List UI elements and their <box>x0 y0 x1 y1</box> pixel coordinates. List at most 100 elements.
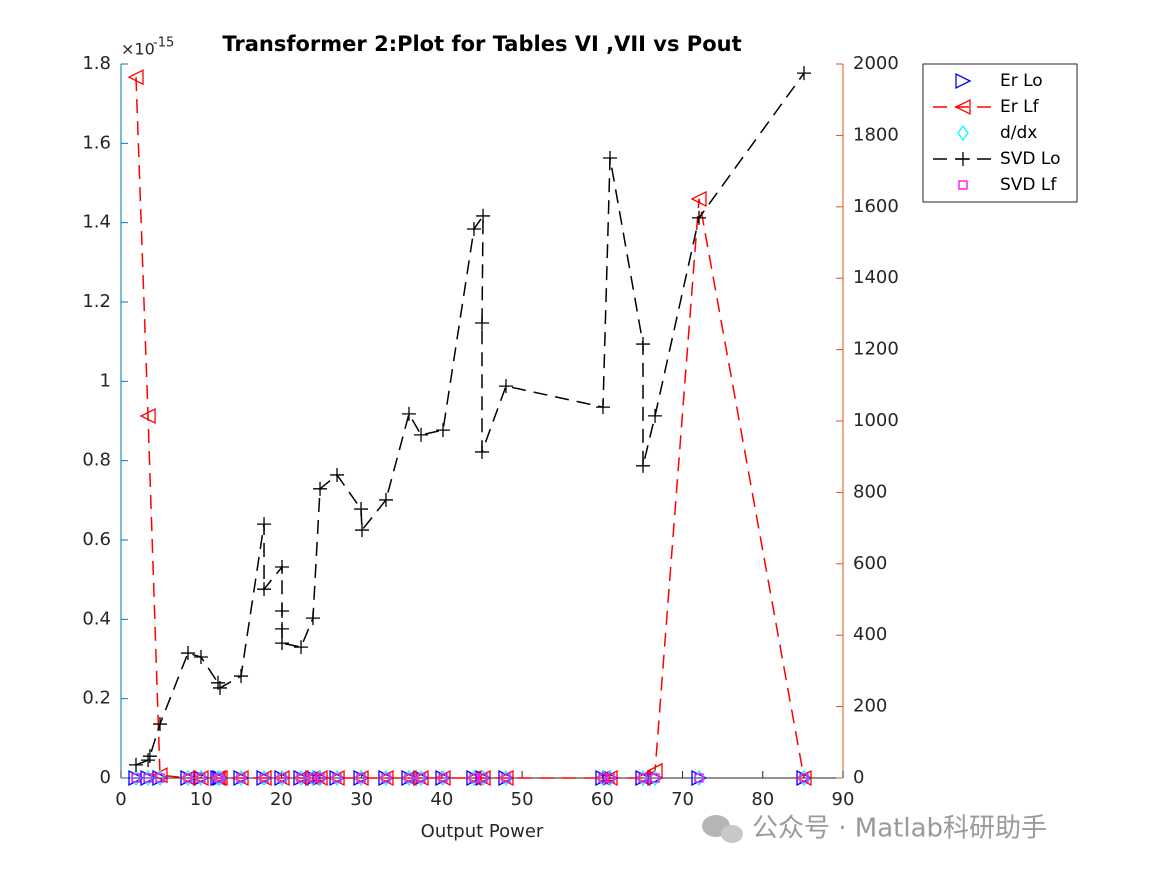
marker <box>235 769 247 787</box>
marker <box>401 406 416 421</box>
marker <box>797 66 812 81</box>
x-tick-label: 0 <box>115 789 126 810</box>
x-tick-label: 10 <box>190 789 213 810</box>
legend-label: d/dx <box>1000 123 1037 143</box>
marker <box>196 773 206 783</box>
y2-tick-label: 2000 <box>853 53 899 74</box>
marker <box>355 769 367 787</box>
marker <box>799 773 809 783</box>
marker <box>130 769 142 787</box>
marker <box>637 769 649 787</box>
legend-marker <box>954 98 971 116</box>
marker <box>183 773 193 783</box>
marker <box>296 773 306 783</box>
marker <box>477 769 489 787</box>
y-tick-label: 0 <box>100 767 111 788</box>
legend-marker <box>956 152 970 166</box>
marker <box>180 646 195 661</box>
watermark-icon <box>702 815 743 843</box>
marker <box>277 773 287 783</box>
marker <box>142 749 157 764</box>
marker <box>605 773 615 783</box>
marker <box>305 611 320 626</box>
marker <box>193 650 208 665</box>
y2-tick-label: 1000 <box>853 410 899 431</box>
marker <box>438 773 448 783</box>
x-tick-label: 80 <box>751 789 774 810</box>
legend-label: SVD Lo <box>1000 149 1061 169</box>
marker <box>275 604 290 619</box>
y2-tick-label: 1400 <box>853 267 899 288</box>
marker <box>154 769 166 787</box>
marker <box>356 773 366 783</box>
x-tick-label: 30 <box>350 789 373 810</box>
marker <box>308 773 318 783</box>
marker <box>234 669 249 684</box>
marker <box>636 337 651 352</box>
marker <box>155 773 165 783</box>
marker <box>598 773 608 783</box>
marker <box>378 492 393 507</box>
marker <box>330 467 345 482</box>
y2-tick-label: 400 <box>853 624 887 645</box>
marker <box>468 769 480 787</box>
marker <box>798 769 810 787</box>
marker <box>650 773 660 783</box>
marker <box>603 151 618 166</box>
x-axis-label: Output Power <box>421 821 544 842</box>
y-tick-label: 1.4 <box>82 212 111 233</box>
marker <box>648 408 663 423</box>
marker <box>636 458 651 473</box>
marker <box>437 769 449 787</box>
marker <box>127 69 144 86</box>
marker <box>403 769 415 787</box>
y2-tick-label: 600 <box>853 553 887 574</box>
marker <box>331 769 343 787</box>
y-tick-label: 0.4 <box>82 608 111 629</box>
marker <box>152 717 167 732</box>
legend-marker <box>958 180 968 190</box>
y-exponent-power: -15 <box>153 36 174 51</box>
y-tick-label: 0.2 <box>82 688 111 709</box>
marker <box>692 210 707 225</box>
marker <box>315 773 325 783</box>
marker <box>500 769 512 787</box>
y-tick-label: 1.6 <box>82 132 111 153</box>
y2-tick-label: 0 <box>853 767 864 788</box>
marker <box>478 773 488 783</box>
marker <box>143 773 153 783</box>
marker <box>215 773 225 783</box>
legend-label: Er Lo <box>1000 71 1043 91</box>
marker <box>276 769 288 787</box>
marker <box>498 379 513 394</box>
y-exponent-base: ×10 <box>121 40 155 59</box>
marker <box>649 769 661 787</box>
y-tick-label: 0.8 <box>82 450 111 471</box>
legend-marker <box>955 72 972 90</box>
y-tick-label: 1.8 <box>82 53 111 74</box>
marker <box>259 773 269 783</box>
marker <box>275 559 290 574</box>
marker <box>214 769 226 787</box>
marker <box>381 773 391 783</box>
marker <box>436 423 451 438</box>
legend-box <box>922 63 1078 203</box>
marker <box>212 680 227 695</box>
marker <box>416 773 426 783</box>
marker <box>469 773 479 783</box>
marker <box>475 316 489 331</box>
x-tick-label: 60 <box>591 789 614 810</box>
y2-tick-label: 1600 <box>853 196 899 217</box>
marker <box>595 400 610 415</box>
y-tick-label: 0.6 <box>82 529 111 550</box>
legend-marker <box>957 124 969 142</box>
marker <box>257 582 272 597</box>
x-tick-label: 70 <box>671 789 694 810</box>
marker <box>690 190 707 207</box>
marker <box>404 773 414 783</box>
marker <box>332 773 342 783</box>
y-tick-label: 1.2 <box>82 291 111 312</box>
marker <box>131 773 141 783</box>
marker <box>257 517 272 532</box>
